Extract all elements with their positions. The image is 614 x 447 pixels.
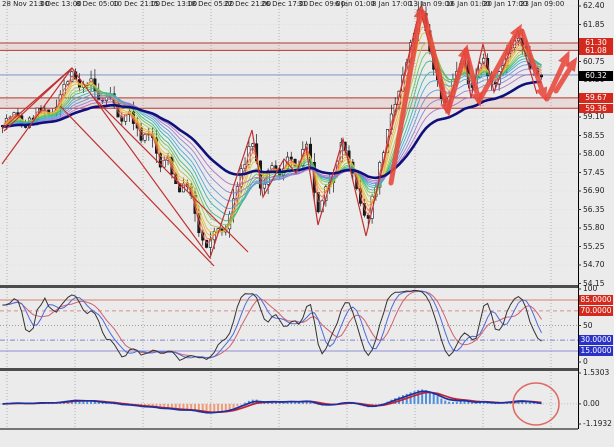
time-axis-label: 23 Jan 09:00 bbox=[520, 0, 565, 8]
main-y-tick: 54.70 bbox=[583, 260, 605, 269]
osc-tick: 100 bbox=[583, 284, 598, 293]
macd-panel bbox=[0, 389, 578, 414]
macd-tick: 0.00 bbox=[583, 398, 600, 408]
osc-level-badge-red: 85.0000 bbox=[579, 295, 613, 305]
panel-frame bbox=[0, 0, 581, 430]
osc-level-badge-blue: 30.0000 bbox=[579, 335, 613, 345]
trendlines bbox=[1, 7, 538, 267]
stochastic-panel bbox=[0, 299, 578, 352]
time-axis-label: 31 Dec 09:00 bbox=[298, 0, 346, 8]
current-price-badge: 60.32 bbox=[579, 71, 613, 81]
time-axis-label: 6 Jan 01:00 bbox=[335, 0, 375, 8]
time-axis-label: 8 Dec 05:00 bbox=[76, 0, 119, 8]
main-y-tick: 58.00 bbox=[583, 149, 605, 158]
main-y-tick: 61.85 bbox=[583, 19, 605, 29]
price-badge-red: 61.30 bbox=[579, 38, 613, 48]
main-y-tick: 62.40 bbox=[583, 1, 605, 10]
main-y-tick: 55.80 bbox=[583, 223, 605, 232]
time-axis-label: 3 Dec 13:00 bbox=[39, 0, 82, 8]
macd-tick: 1.5303 bbox=[583, 368, 610, 377]
main-y-tick: 56.90 bbox=[583, 186, 605, 195]
osc-level-badge-red: 70.0000 bbox=[579, 306, 613, 316]
highlight-circle bbox=[512, 382, 560, 426]
price-badge-red: 59.67 bbox=[579, 93, 613, 103]
osc-tick: 50 bbox=[583, 320, 593, 330]
time-axis-label: 20 Jan 17:00 bbox=[483, 0, 528, 8]
time-axis-label: 18 Dec 05:00 bbox=[187, 0, 235, 8]
osc-level-badge-blue: 15.0000 bbox=[579, 346, 613, 356]
main-y-tick: 59.10 bbox=[583, 112, 605, 121]
time-axis-label: 8 Jan 17:00 bbox=[372, 0, 412, 8]
main-y-tick: 60.75 bbox=[583, 56, 605, 66]
main-y-tick: 57.45 bbox=[583, 167, 605, 177]
time-axis-label: 22 Dec 21:00 bbox=[224, 0, 272, 8]
time-axis-label: 13 Jan 09:00 bbox=[409, 0, 454, 8]
main-y-tick: 55.25 bbox=[583, 241, 605, 251]
time-axis-label: 28 Nov 21:00 bbox=[2, 0, 50, 8]
stochastic-lines bbox=[2, 289, 542, 362]
price-badge-red: 59.36 bbox=[579, 103, 613, 114]
macd-tick: -1.1932 bbox=[583, 419, 612, 428]
time-axis-label: 15 Dec 13:00 bbox=[150, 0, 198, 8]
price-badge-red: 61.08 bbox=[579, 45, 613, 56]
forecast-arrows bbox=[388, 4, 578, 186]
main-y-tick: 58.55 bbox=[583, 130, 605, 140]
time-axis-label: 26 Dec 17:00 bbox=[261, 0, 309, 8]
main-y-tick: 54.15 bbox=[583, 278, 605, 288]
main-y-tick: 56.35 bbox=[583, 204, 605, 214]
time-axis-label: 16 Jan 01:00 bbox=[446, 0, 491, 8]
osc-tick: 0 bbox=[583, 357, 588, 366]
time-axis-label: 10 Dec 21:00 bbox=[113, 0, 161, 8]
